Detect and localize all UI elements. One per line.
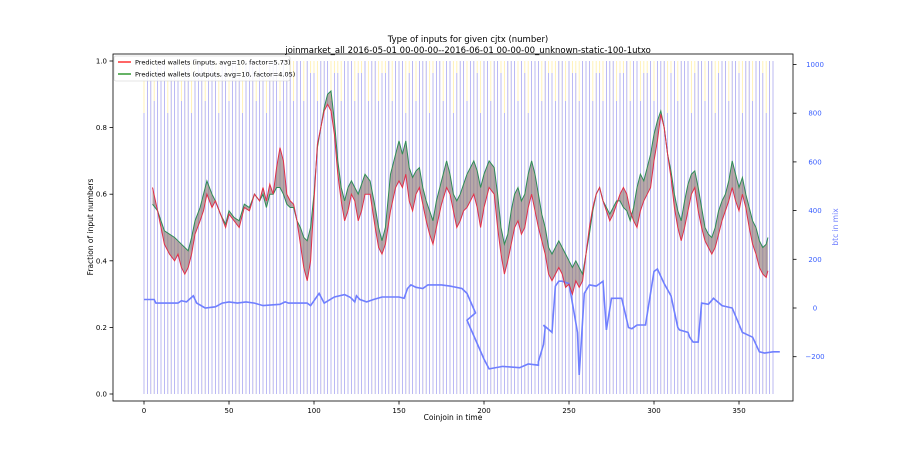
x-axis-label: Coinjoin in time [424, 413, 483, 422]
x-tick-label: 100 [307, 407, 320, 415]
x-tick-label: 150 [392, 407, 405, 415]
y2-tick-label: 1000 [806, 61, 824, 69]
x-tick-label: 200 [477, 407, 490, 415]
y-axis-label: Fraction of input numbers [86, 179, 95, 276]
x-tick-label: 0 [142, 407, 146, 415]
legend-label-outputs: Predicted wallets (outputs, avg=10, fact… [135, 71, 295, 79]
y-tick-label: 0.8 [96, 124, 107, 132]
outputs-line [152, 89, 769, 276]
y-tick-label: 1.0 [96, 58, 107, 66]
y2-tick-label: −200 [805, 353, 824, 361]
x-tick-label: 350 [732, 407, 745, 415]
btc-in-mix-line [144, 267, 780, 376]
legend: Predicted wallets (inputs, avg=10, facto… [113, 55, 295, 82]
y-tick-label: 0.0 [96, 391, 107, 399]
x-tick-label: 50 [225, 407, 234, 415]
y2-tick-label: 0 [813, 305, 817, 313]
y-axis-left: 0.0 0.2 0.4 0.6 0.8 1.0 [96, 58, 113, 399]
fill-between-series [152, 90, 768, 295]
y-tick-label: 0.6 [96, 191, 108, 199]
y-axis-right: −200 0 200 400 600 800 1000 [793, 61, 825, 361]
y2-axis-label: btc in mix [831, 208, 840, 246]
y-tick-label: 0.4 [96, 257, 108, 265]
chart-title: Type of inputs for given cjtx (number) [387, 35, 549, 45]
legend-label-inputs: Predicted wallets (inputs, avg=10, facto… [135, 59, 291, 67]
y-tick-label: 0.2 [96, 324, 107, 332]
y2-tick-label: 600 [808, 158, 821, 166]
x-axis: 0 50 100 150 200 250 300 350 [142, 401, 746, 415]
btc-bars-layer [143, 61, 774, 394]
chart-subtitle: joinmarket_all 2016-05-01 00-00-00--2016… [284, 46, 651, 56]
fill-between-series-alt [152, 90, 768, 295]
y2-tick-label: 200 [808, 256, 821, 264]
x-tick-label: 250 [562, 407, 575, 415]
series-layer [144, 89, 780, 376]
inputs-line [152, 103, 769, 296]
legend-box [113, 55, 291, 82]
y2-tick-label: 400 [808, 207, 821, 215]
y2-tick-label: 800 [808, 110, 821, 118]
x-tick-label: 300 [647, 407, 660, 415]
